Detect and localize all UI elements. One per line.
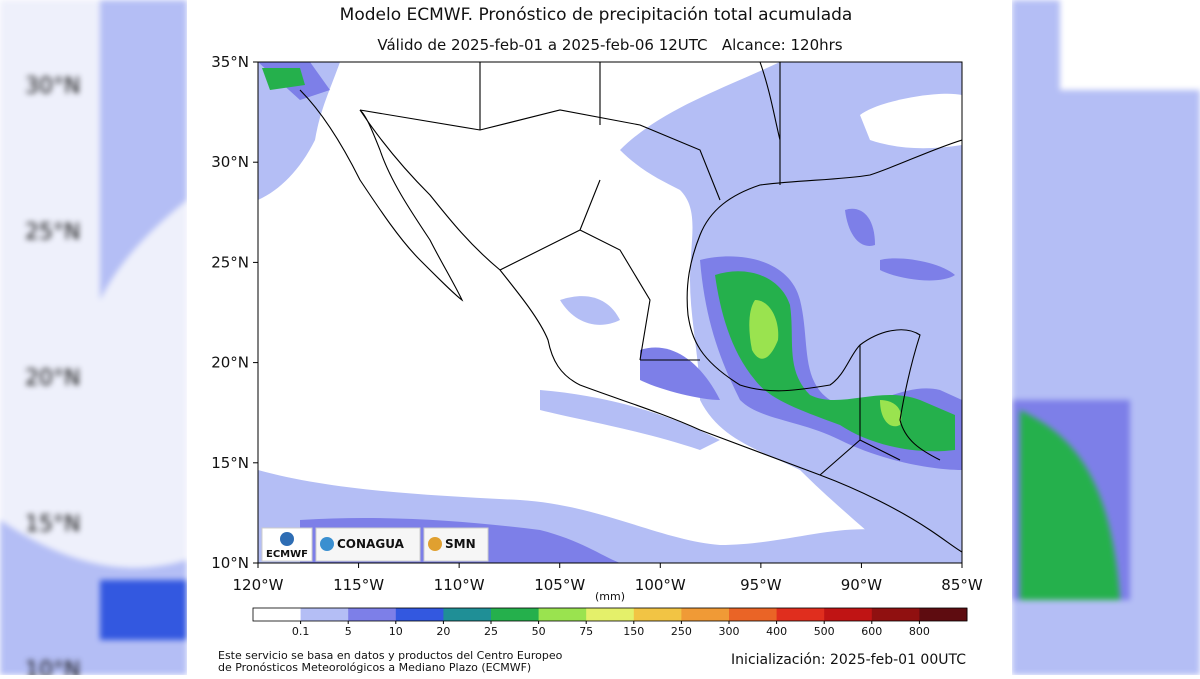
colorbar-label: 50 bbox=[532, 625, 546, 638]
x-tick-label: 100°W bbox=[635, 576, 686, 594]
logo-icon bbox=[280, 532, 294, 546]
colorbar-label: 0.1 bbox=[292, 625, 310, 638]
colorbar-swatch bbox=[348, 608, 397, 621]
colorbar-swatch bbox=[919, 608, 968, 621]
colorbar-swatch bbox=[253, 608, 302, 621]
blurred-label: 15°N bbox=[25, 512, 80, 537]
x-tick-label: 90°W bbox=[841, 576, 883, 594]
colorbar-swatch bbox=[681, 608, 730, 621]
blurred-labels: 30°N 25°N 20°N 15°N 10°N bbox=[25, 74, 80, 679]
blurred-label: 20°N bbox=[25, 366, 80, 391]
blurred-label: 10°N bbox=[25, 658, 80, 675]
logo-icon bbox=[320, 537, 334, 551]
colorbar-swatch bbox=[395, 608, 444, 621]
colorbar-swatch bbox=[586, 608, 635, 621]
x-tick-label: 105°W bbox=[534, 576, 585, 594]
colorbar-label: 150 bbox=[623, 625, 644, 638]
x-tick-label: 110°W bbox=[434, 576, 485, 594]
init-date: Inicialización: 2025-feb-01 00UTC bbox=[731, 652, 966, 668]
credit-line: de Pronósticos Meteorológicos a Mediano … bbox=[218, 661, 531, 674]
colorbar-swatch bbox=[824, 608, 873, 621]
credit-line: Este servicio se basa en datos y product… bbox=[218, 649, 563, 662]
colorbar-label: 250 bbox=[671, 625, 692, 638]
colorbar-frame bbox=[252, 607, 968, 622]
colorbar-swatch bbox=[633, 608, 682, 621]
colorbar-swatch bbox=[871, 608, 920, 621]
map: ECMWF CONAGUA SMN bbox=[258, 62, 962, 563]
colorbar-label: 20 bbox=[436, 625, 450, 638]
title: Modelo ECMWF. Pronóstico de precipitació… bbox=[340, 5, 853, 25]
y-tick-label: 10°N bbox=[211, 554, 249, 572]
x-tick-label: 120°W bbox=[233, 576, 284, 594]
x-tick-label: 85°W bbox=[941, 576, 983, 594]
blurred-label: 30°N bbox=[25, 74, 80, 99]
colorbar-swatch bbox=[300, 608, 349, 621]
logo-text: SMN bbox=[445, 537, 476, 551]
map-frame bbox=[257, 61, 963, 564]
y-tick-label: 35°N bbox=[211, 53, 249, 71]
colorbar-swatch bbox=[538, 608, 587, 621]
blurred-label: 25°N bbox=[25, 220, 80, 245]
logo-icon bbox=[428, 537, 442, 551]
colorbar-label: 800 bbox=[909, 625, 930, 638]
subtitle: Válido de 2025-feb-01 a 2025-feb-06 12UT… bbox=[377, 36, 842, 54]
colorbar-label: 5 bbox=[345, 625, 352, 638]
logo-text: CONAGUA bbox=[337, 537, 405, 551]
y-tick-label: 15°N bbox=[211, 454, 249, 472]
x-tick-label: 95°W bbox=[740, 576, 782, 594]
colorbar-label: 300 bbox=[719, 625, 740, 638]
colorbar-swatch bbox=[729, 608, 778, 621]
colorbar-label: 600 bbox=[861, 625, 882, 638]
colorbar-label: 400 bbox=[766, 625, 787, 638]
y-tick-label: 30°N bbox=[211, 153, 249, 171]
colorbar-label: 75 bbox=[579, 625, 593, 638]
colorbar-swatch bbox=[776, 608, 825, 621]
colorbar-label: 25 bbox=[484, 625, 498, 638]
colorbar-label: 10 bbox=[389, 625, 403, 638]
logo-text: ECMWF bbox=[266, 549, 308, 560]
colorbar-swatch bbox=[443, 608, 492, 621]
colorbar-swatch bbox=[491, 608, 540, 621]
y-tick-label: 25°N bbox=[211, 253, 249, 271]
colorbar-label: 500 bbox=[814, 625, 835, 638]
y-tick-label: 20°N bbox=[211, 354, 249, 372]
legend-unit: (mm) bbox=[595, 590, 625, 603]
x-tick-label: 115°W bbox=[333, 576, 384, 594]
